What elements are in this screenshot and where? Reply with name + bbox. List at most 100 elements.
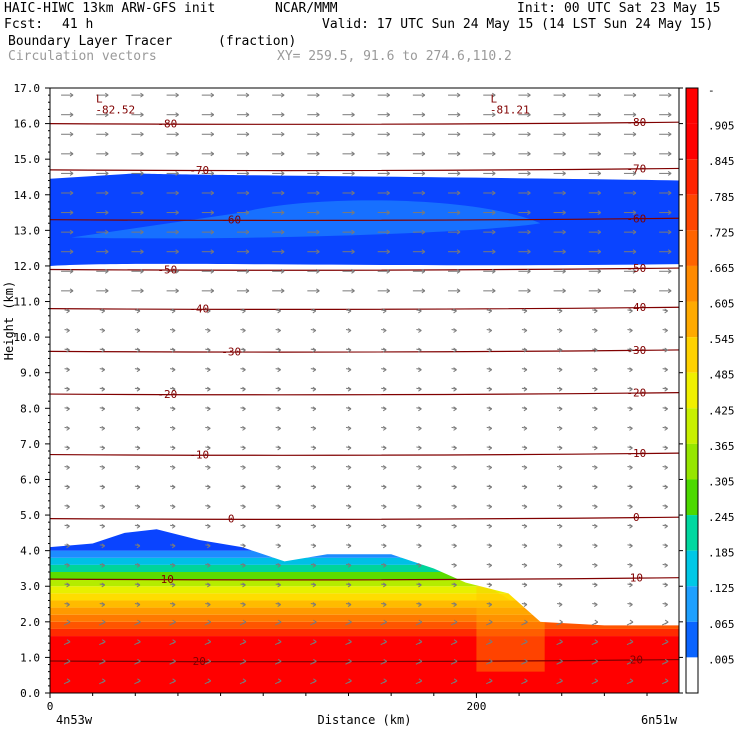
vector-arrowhead [171,347,176,353]
vector-arrowhead [242,347,246,353]
temperature-contour [50,121,679,125]
vector-arrowhead [558,425,563,431]
vector-arrowhead [453,582,457,588]
vector-arrowhead [386,249,390,255]
contour-label: -40 [189,303,209,316]
vector-arrowhead [523,406,528,412]
contour-label: -20 [626,387,646,400]
vector-arrowhead [351,288,355,294]
vector-arrowhead [172,658,176,664]
vector-arrowhead [382,543,387,549]
vector-arrowhead [136,484,141,490]
vector-arrowhead [523,543,528,549]
vector-arrowhead [594,347,598,353]
vector-arrowhead [136,582,141,588]
vector-arrowhead [667,288,672,294]
plot-area [50,92,679,693]
vector-arrowhead [597,170,602,176]
vector-arrowhead [316,268,320,274]
vector-arrowhead [175,112,179,118]
vector-arrowhead [386,210,390,215]
vector-arrowhead [69,210,74,215]
vector-arrowhead [136,523,141,529]
vector-arrowhead [242,562,246,568]
tracer-band [50,579,679,587]
vector-arrowhead [66,543,70,549]
temperature-contour [50,516,679,520]
vector-arrowhead [418,582,422,588]
tracer-band [50,586,679,594]
vector-arrowhead [351,268,355,274]
vector-arrowhead [664,347,668,353]
vector-arrowhead [523,347,528,353]
colorbar-swatch [686,657,698,693]
vector-arrowhead [104,249,109,255]
vector-arrowhead [523,504,528,510]
vector-arrowhead [594,543,598,549]
vector-arrowhead [245,229,250,235]
contour-label: -70 [189,164,209,177]
vector-arrowhead [421,170,426,176]
vector-arrowhead [347,523,352,529]
vector-arrowhead [418,619,423,625]
vector-arrowhead [277,602,281,607]
vector-arrowhead [594,619,599,625]
vector-arrowhead [629,523,633,529]
vector-arrowhead [207,504,211,510]
tracer-band [50,600,679,608]
vector-arrowhead [351,112,355,118]
contour-label: -70 [626,162,646,175]
vector-arrowhead [348,678,352,684]
vector-arrowhead [136,465,141,470]
vector-arrowhead [207,425,211,431]
forecast-hour: 41 h [62,17,94,32]
vector-arrowhead [140,170,144,176]
vector-arrowhead [207,484,211,490]
vector-arrowhead [491,112,496,118]
vector-arrowhead [351,229,355,235]
vector-arrowhead [382,386,387,392]
vector-arrowhead [594,523,598,529]
contour-label: 10 [161,573,174,586]
tracer-band [50,621,679,629]
vector-arrowhead [316,170,320,176]
vector-arrowhead [347,582,352,588]
vector-arrowhead [421,112,426,118]
tracer-slope-shade [476,579,545,672]
vector-arrowhead [453,619,458,625]
vector-arrowhead [101,367,106,373]
vector-arrowhead [104,112,109,118]
vector-arrowhead [280,268,285,274]
vector-arrowhead [629,425,633,431]
vector-arrowhead [418,658,423,664]
vector-arrowhead [66,445,70,451]
vector-arrowhead [667,268,672,274]
vector-arrowhead [136,367,141,373]
vector-arrowhead [351,131,355,137]
vector-arrowhead [280,288,285,294]
vector-arrowhead [418,406,422,412]
vector-arrowhead [629,445,633,451]
y-tick-label: 17.0 [14,82,41,95]
vector-arrowhead [171,504,176,510]
vector-arrowhead [351,92,355,98]
vector-arrowhead [386,190,390,196]
contour-label: -80 [626,116,646,129]
vector-arrowhead [632,112,637,118]
vector-arrowhead [523,308,528,314]
vector-arrowhead [101,619,106,625]
vector-arrowhead [351,210,355,215]
vector-arrowhead [453,484,457,490]
low-marker: L [490,93,497,106]
vector-arrowhead [172,619,176,625]
vector-arrowhead [207,639,212,645]
y-tick-label: 8.0 [20,402,40,415]
tracer-band [50,557,679,565]
y-tick-label: 9.0 [20,367,40,380]
temperature-contour [50,349,679,353]
vector-arrowhead [312,523,317,529]
vector-arrowhead [140,268,144,274]
y-tick-label: 4.0 [20,545,40,558]
temperature-contour [50,267,679,271]
